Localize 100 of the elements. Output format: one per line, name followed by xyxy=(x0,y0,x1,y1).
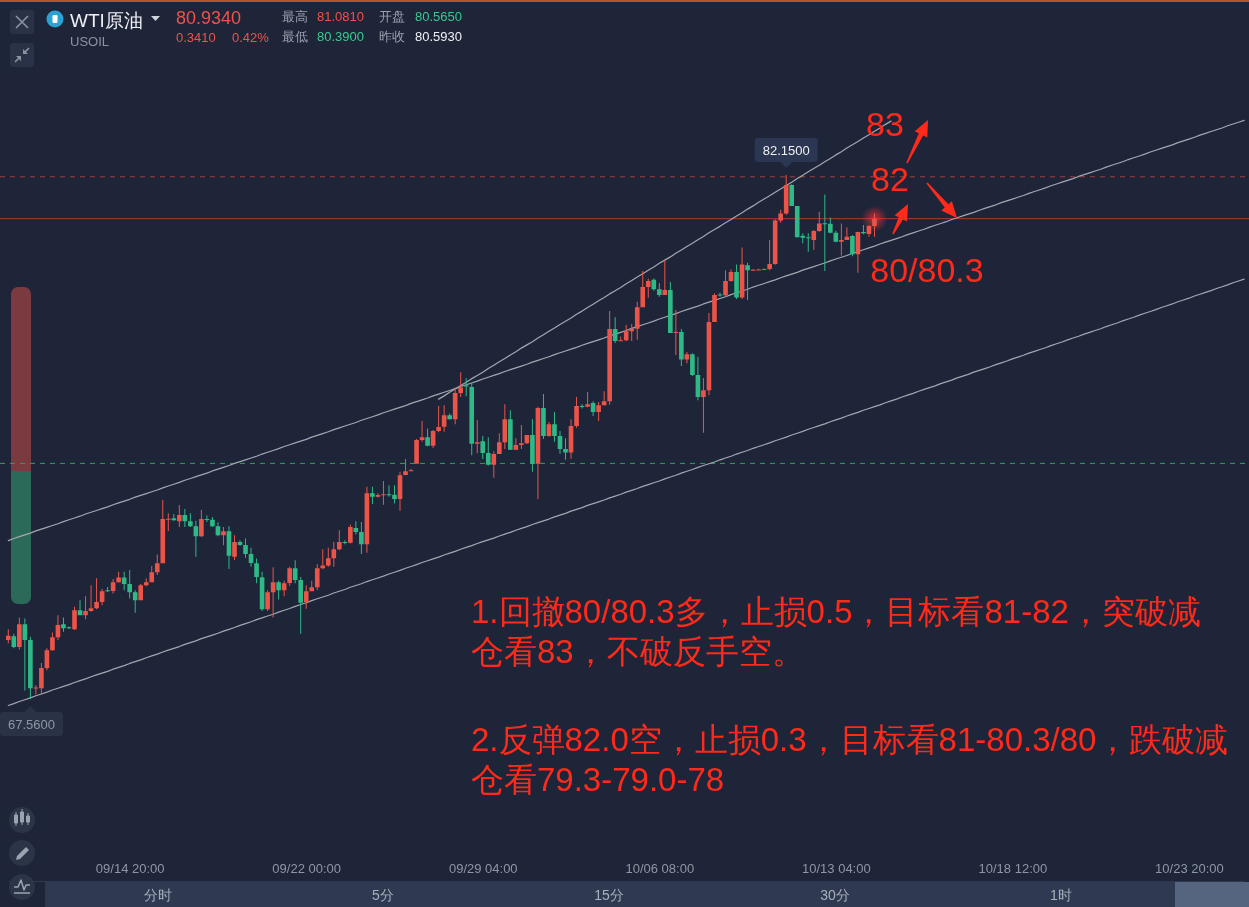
text: 15分 xyxy=(594,887,624,903)
annotation: 1.回撤80/80.3多，止损0.5，目标看81-82，突破减仓看83，不破反手空。 xyxy=(471,592,1202,672)
candlestick xyxy=(381,481,386,505)
candlestick xyxy=(17,617,22,650)
text: 0.42% xyxy=(232,29,270,45)
candlestick xyxy=(403,459,408,476)
candlestick xyxy=(541,394,546,439)
candlestick xyxy=(337,530,342,551)
text: 分时 xyxy=(144,887,172,903)
text: 5分 xyxy=(372,887,394,903)
candlestick xyxy=(94,578,99,610)
candlestick xyxy=(154,554,160,576)
candlestick xyxy=(105,586,110,592)
candlestick xyxy=(872,213,877,237)
text: 2.反弹82.0空，止损0.3，目标看81-80.3/80，跌破减仓看79.3-79.0-78 xyxy=(471,720,1230,800)
candlestick xyxy=(392,485,397,504)
candlestick xyxy=(447,413,452,420)
candlestick xyxy=(204,515,210,522)
candlestick xyxy=(436,405,441,433)
candlestick xyxy=(331,541,337,567)
candlestick xyxy=(828,217,833,234)
candlestick xyxy=(287,566,292,586)
annotation: 82 xyxy=(871,160,909,198)
candlestick xyxy=(298,576,304,634)
candlestick xyxy=(596,401,601,422)
candlestick xyxy=(425,428,430,447)
x-tick-label: 09/29 04:00 xyxy=(448,861,518,876)
chart-subtitle: USOIL xyxy=(70,33,110,49)
text: 83 xyxy=(866,105,904,143)
candlestick xyxy=(254,558,259,584)
x-tick-label: 10/23 20:00 xyxy=(1155,861,1224,876)
x-tick-label: 09/14 20:00 xyxy=(95,861,165,876)
annotation: 82.1500 xyxy=(762,142,810,158)
candlestick xyxy=(816,211,822,232)
text: 0.3410 xyxy=(176,29,216,45)
candlestick xyxy=(39,663,44,696)
candlestick xyxy=(320,549,326,570)
candlestick xyxy=(50,632,55,651)
candlestick xyxy=(778,209,783,223)
text: 80.5930 xyxy=(415,28,462,44)
text: 80.5650 xyxy=(415,8,462,24)
candlestick xyxy=(292,560,298,584)
candlestick xyxy=(634,301,640,340)
text: 昨收 xyxy=(379,28,405,44)
candlestick xyxy=(623,325,629,342)
candlestick xyxy=(563,438,568,460)
candlestick xyxy=(359,521,364,554)
candlestick xyxy=(303,585,309,609)
candlestick xyxy=(474,419,480,454)
x-tick-label: 10/06 08:00 xyxy=(625,861,695,876)
candlestick xyxy=(497,433,502,455)
candlestick xyxy=(519,424,524,450)
text: 30分 xyxy=(820,887,850,903)
candlestick xyxy=(530,419,535,472)
text: 80.9340 xyxy=(176,8,242,28)
candlestick xyxy=(309,580,315,592)
candlestick xyxy=(839,223,844,256)
candlestick xyxy=(640,270,646,308)
x-tick-label: 09/22 00:00 xyxy=(272,861,342,876)
text: 最低 xyxy=(282,28,308,44)
candlestick xyxy=(171,514,177,521)
candlestick xyxy=(491,451,497,478)
chart-title: WTI原油 xyxy=(70,9,143,31)
candlestick xyxy=(656,283,662,297)
candlestick xyxy=(386,485,392,497)
candlestick xyxy=(552,412,557,442)
text: 80.3900 xyxy=(317,28,364,44)
text: 最高 xyxy=(282,8,308,24)
candlestick xyxy=(789,184,795,206)
candlestick xyxy=(83,596,88,620)
candlestick xyxy=(348,524,353,544)
x-tick-label: 10/13 04:00 xyxy=(802,861,871,876)
candlestick xyxy=(143,578,149,587)
candlestick xyxy=(508,410,513,451)
candlestick xyxy=(673,310,679,355)
candlestick xyxy=(132,590,138,613)
candlestick xyxy=(811,229,817,251)
candlestick xyxy=(177,505,182,527)
text: 开盘 xyxy=(379,8,405,24)
candlestick xyxy=(745,262,750,300)
x-tick-label: 10/18 12:00 xyxy=(978,861,1048,876)
candlestick xyxy=(767,240,772,271)
candlestick xyxy=(645,278,651,298)
candlestick xyxy=(574,396,579,428)
candlestick xyxy=(370,486,375,504)
candlestick xyxy=(88,585,94,612)
candlestick xyxy=(861,224,866,235)
candlestick xyxy=(127,570,132,599)
candlestick xyxy=(463,378,469,397)
candlestick xyxy=(232,535,237,561)
candlestick xyxy=(276,580,281,600)
candlestick xyxy=(480,436,486,460)
candlestick xyxy=(585,391,590,408)
candlestick xyxy=(458,372,464,397)
candlestick xyxy=(243,538,248,558)
candlestick xyxy=(485,437,491,466)
text: 81.0810 xyxy=(317,8,364,24)
candlestick xyxy=(221,526,226,546)
text: 1时 xyxy=(1050,887,1072,903)
candlestick xyxy=(822,194,828,271)
